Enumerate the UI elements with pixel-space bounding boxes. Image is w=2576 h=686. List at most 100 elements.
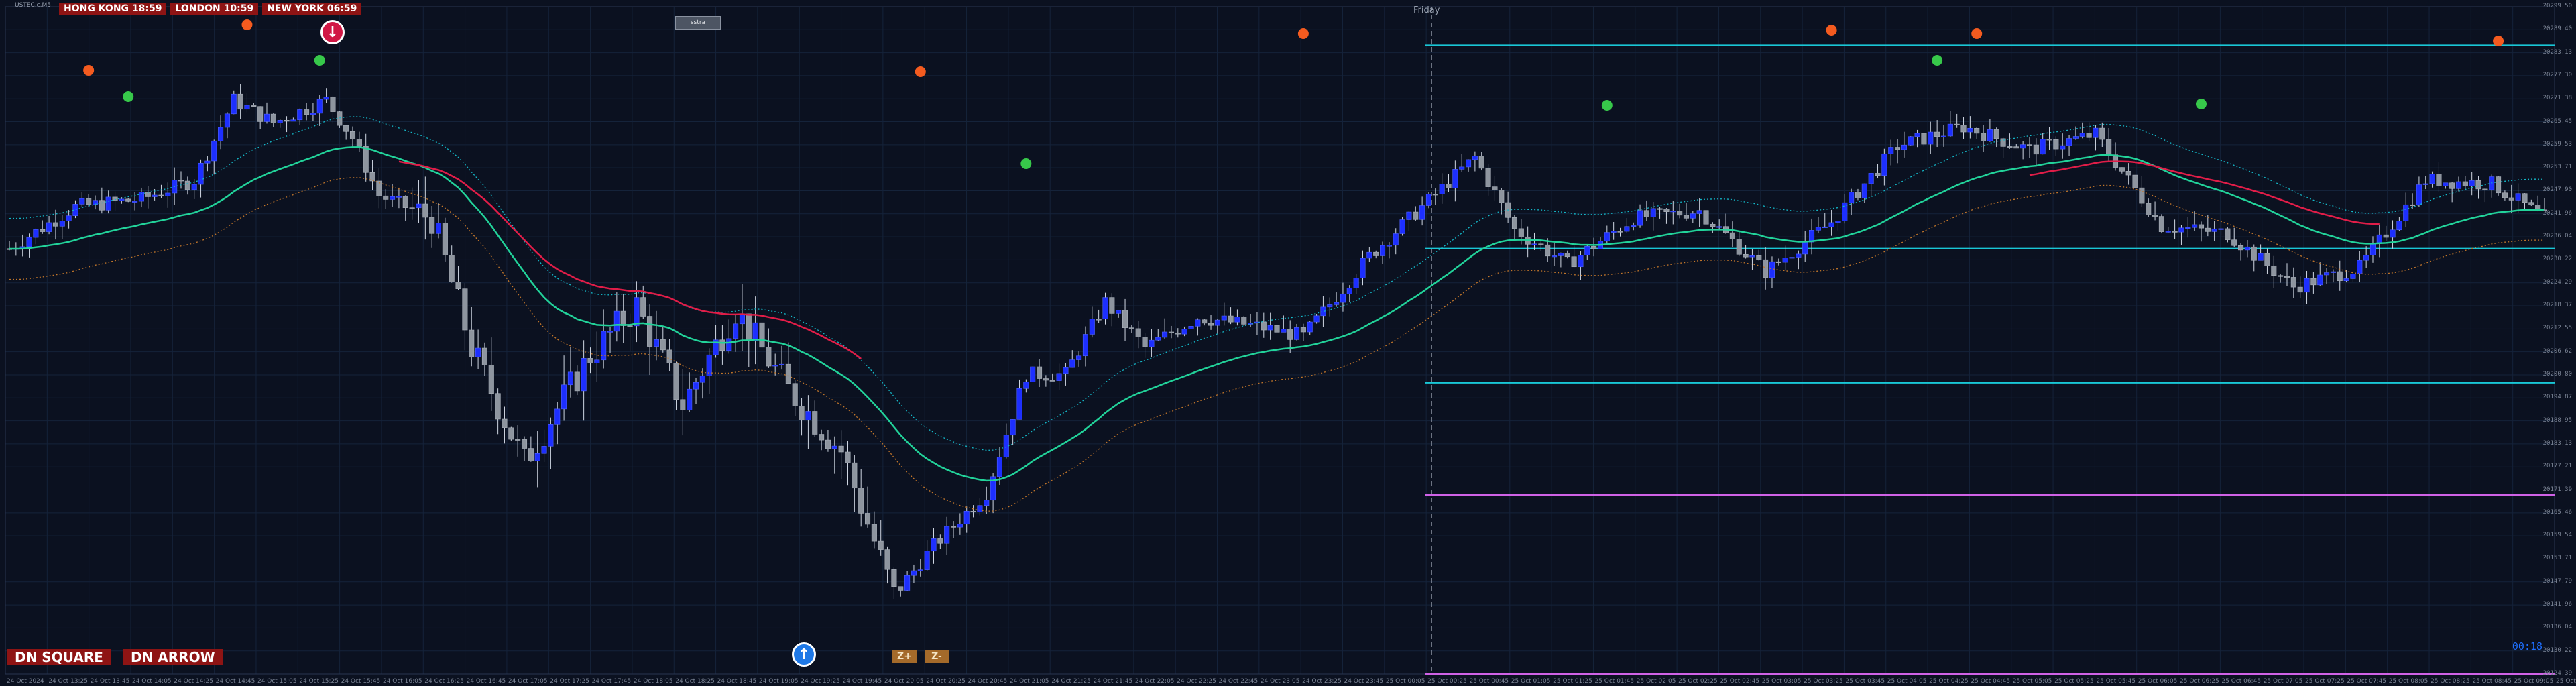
zoom-out-button[interactable]: Z- — [925, 650, 949, 663]
time-tick-label: 25 Oct 09:05 — [2514, 678, 2554, 685]
candle-body — [2317, 274, 2323, 286]
candle-body — [251, 105, 257, 107]
time-tick-label: 25 Oct 06:45 — [2221, 678, 2262, 685]
candle-body — [1617, 231, 1623, 233]
price-tick-label: 20247.90 — [2542, 186, 2572, 194]
candle-body — [534, 453, 540, 461]
candle-body — [2290, 277, 2296, 288]
candle-body — [1677, 211, 1683, 216]
time-tick-label: 24 Oct 18:25 — [675, 678, 715, 685]
candle-body — [390, 196, 396, 200]
candle-body — [594, 359, 600, 363]
candle-body — [2436, 174, 2442, 186]
price-tick-label: 20236.04 — [2542, 233, 2572, 240]
candle-body — [1591, 245, 1597, 249]
time-tick-label: 24 Oct 21:45 — [1093, 678, 1133, 685]
candle-body — [878, 540, 884, 550]
signal-dot-bottom — [123, 91, 134, 102]
dn-square-button[interactable]: DN SQUARE — [7, 649, 111, 665]
candle-body — [1511, 217, 1518, 229]
time-tick-label: 25 Oct 07:25 — [2305, 678, 2345, 685]
candle-body — [660, 339, 666, 351]
moving-average-red — [398, 160, 2380, 359]
price-tick-label: 20271.38 — [2542, 95, 2572, 102]
candle-body — [257, 106, 264, 122]
candle-body — [2363, 255, 2369, 261]
candle-body — [1888, 147, 1894, 154]
session-toggle-button[interactable]: sstra — [675, 16, 721, 30]
candle-body — [284, 120, 290, 122]
zoom-in-button[interactable]: Z+ — [892, 650, 917, 663]
candle-body — [1940, 135, 1947, 137]
price-tick-label: 20200.80 — [2542, 370, 2572, 378]
candle-body — [2185, 227, 2191, 229]
candle-body — [363, 146, 369, 173]
candle-body — [316, 99, 323, 114]
candle-body — [429, 217, 435, 234]
candle-body — [1425, 194, 1432, 206]
candle-body — [1056, 373, 1062, 381]
candle-body — [435, 223, 442, 234]
candle-body — [601, 331, 607, 361]
candle-body — [1452, 169, 1458, 188]
candle-body — [898, 586, 904, 591]
candle-body — [1492, 186, 1498, 190]
price-tick-label: 20153.71 — [2542, 555, 2572, 562]
candle-body — [2244, 246, 2250, 251]
candle-body — [772, 365, 778, 367]
candle-body — [706, 354, 712, 376]
candle-body — [383, 195, 389, 200]
candle-body — [1419, 205, 1425, 220]
candle-body — [984, 500, 990, 506]
time-tick-label: 24 Oct 21:25 — [1051, 678, 1091, 685]
candle-body — [1380, 245, 1386, 256]
candle-body — [1881, 153, 1887, 176]
time-tick-label: 25 Oct 05:45 — [2096, 678, 2136, 685]
candle-body — [2297, 286, 2303, 293]
candle-body — [1947, 123, 1953, 137]
candle-body — [356, 139, 362, 147]
candle-body — [957, 524, 963, 528]
time-tick-label: 24 Oct 14:05 — [131, 678, 172, 685]
signal-dot-bottom — [314, 55, 325, 66]
time-tick-label: 24 Oct 19:45 — [842, 678, 882, 685]
candle-body — [2079, 133, 2085, 137]
signal-dot-bottom — [1601, 100, 1613, 111]
candle-body — [2469, 180, 2475, 187]
candle-body — [2172, 231, 2178, 233]
candle-body — [858, 488, 864, 514]
time-tick-label: 24 Oct 21:05 — [1009, 678, 1049, 685]
time-tick-label: 24 Oct 20:45 — [968, 678, 1008, 685]
candle-body — [1334, 302, 1340, 305]
candle-body — [40, 229, 46, 232]
candle-body — [1564, 253, 1570, 258]
time-tick-label: 25 Oct 04:25 — [1929, 678, 1969, 685]
time-tick-label: 25 Oct 01:05 — [1511, 678, 1551, 685]
candle-body — [2264, 253, 2270, 266]
candle-body — [1789, 257, 1795, 259]
candle-body — [1578, 255, 1584, 268]
candle-body — [349, 131, 356, 139]
candle-body — [666, 349, 672, 364]
candle-body — [198, 162, 204, 185]
time-tick-label: 24 Oct 22:45 — [1218, 678, 1258, 685]
candle-body — [1413, 211, 1419, 220]
candle-body — [1855, 192, 1861, 198]
candle-body — [680, 399, 686, 410]
candle-body — [1320, 306, 1326, 317]
candle-body — [1016, 388, 1022, 420]
symbol-title: USTEC,c,M5 — [15, 2, 51, 9]
candle-body — [1749, 255, 1755, 258]
candle-body — [1346, 287, 1352, 294]
candle-body — [1313, 315, 1320, 323]
candle-body — [1116, 310, 1122, 314]
candle-body — [2508, 197, 2514, 201]
dn-arrow-button[interactable]: DN ARROW — [123, 649, 223, 665]
candle-body — [204, 160, 211, 164]
candle-body — [1993, 129, 1999, 139]
sell-signal-arrow-icon: ↓ — [320, 20, 345, 44]
time-tick-label: 25 Oct 09:25 — [2556, 678, 2576, 685]
candle-body — [2502, 192, 2508, 198]
